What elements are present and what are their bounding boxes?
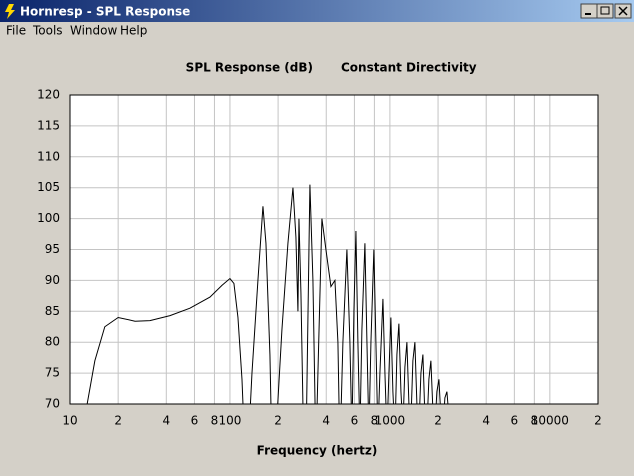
x-tick-label: 6 [351, 414, 359, 428]
x-tick-label: 2 [274, 414, 282, 428]
y-tick-label: 95 [45, 242, 60, 256]
y-tick-label: 85 [45, 304, 60, 318]
window-buttons[interactable] [580, 3, 632, 19]
x-tick-label: 2 [114, 414, 122, 428]
y-tick-label: 75 [45, 366, 60, 380]
x-tick-label: 6 [511, 414, 519, 428]
app-icon [5, 4, 15, 19]
y-tick-label: 115 [37, 118, 60, 132]
x-tick-label: 8 [211, 414, 219, 428]
x-tick-label: 8 [531, 414, 539, 428]
close-icon [618, 6, 628, 16]
x-tick-label: 10000 [531, 414, 569, 428]
menu-item[interactable]: Window [70, 24, 118, 38]
title-bar [0, 0, 634, 22]
x-tick-label: 6 [191, 414, 199, 428]
y-tick-label: 120 [37, 88, 60, 102]
x-tick-label: 4 [162, 414, 170, 428]
y-tick-label: 100 [37, 211, 60, 225]
chart-subtitle: Constant Directivity [341, 61, 477, 75]
minimize-button[interactable] [580, 3, 598, 19]
menu-item[interactable]: File [6, 24, 26, 38]
y-tick-label: 105 [37, 180, 60, 194]
x-axis-label: Frequency (hertz) [257, 444, 378, 458]
x-tick-label: 2 [434, 414, 442, 428]
maximize-icon [600, 6, 610, 15]
chart-title: SPL Response (dB) [186, 61, 313, 75]
x-tick-label: 4 [322, 414, 330, 428]
x-tick-label: 8 [371, 414, 379, 428]
maximize-button[interactable] [596, 3, 614, 19]
plot-frame [69, 94, 599, 405]
menu-item[interactable]: Tools [32, 24, 63, 38]
response-line [86, 184, 452, 404]
x-tick-label: 2 [594, 414, 602, 428]
y-tick-label: 80 [45, 335, 60, 349]
menu-item[interactable]: Help [120, 24, 147, 38]
y-tick-label: 70 [45, 397, 60, 411]
x-tick-label: 100 [218, 414, 241, 428]
x-tick-label: 10 [62, 414, 77, 428]
y-tick-label: 90 [45, 273, 60, 287]
window-title: Hornresp - SPL Response [20, 5, 190, 19]
x-tick-label: 1000 [375, 414, 406, 428]
x-tick-label: 4 [482, 414, 490, 428]
y-tick-label: 110 [37, 149, 60, 163]
